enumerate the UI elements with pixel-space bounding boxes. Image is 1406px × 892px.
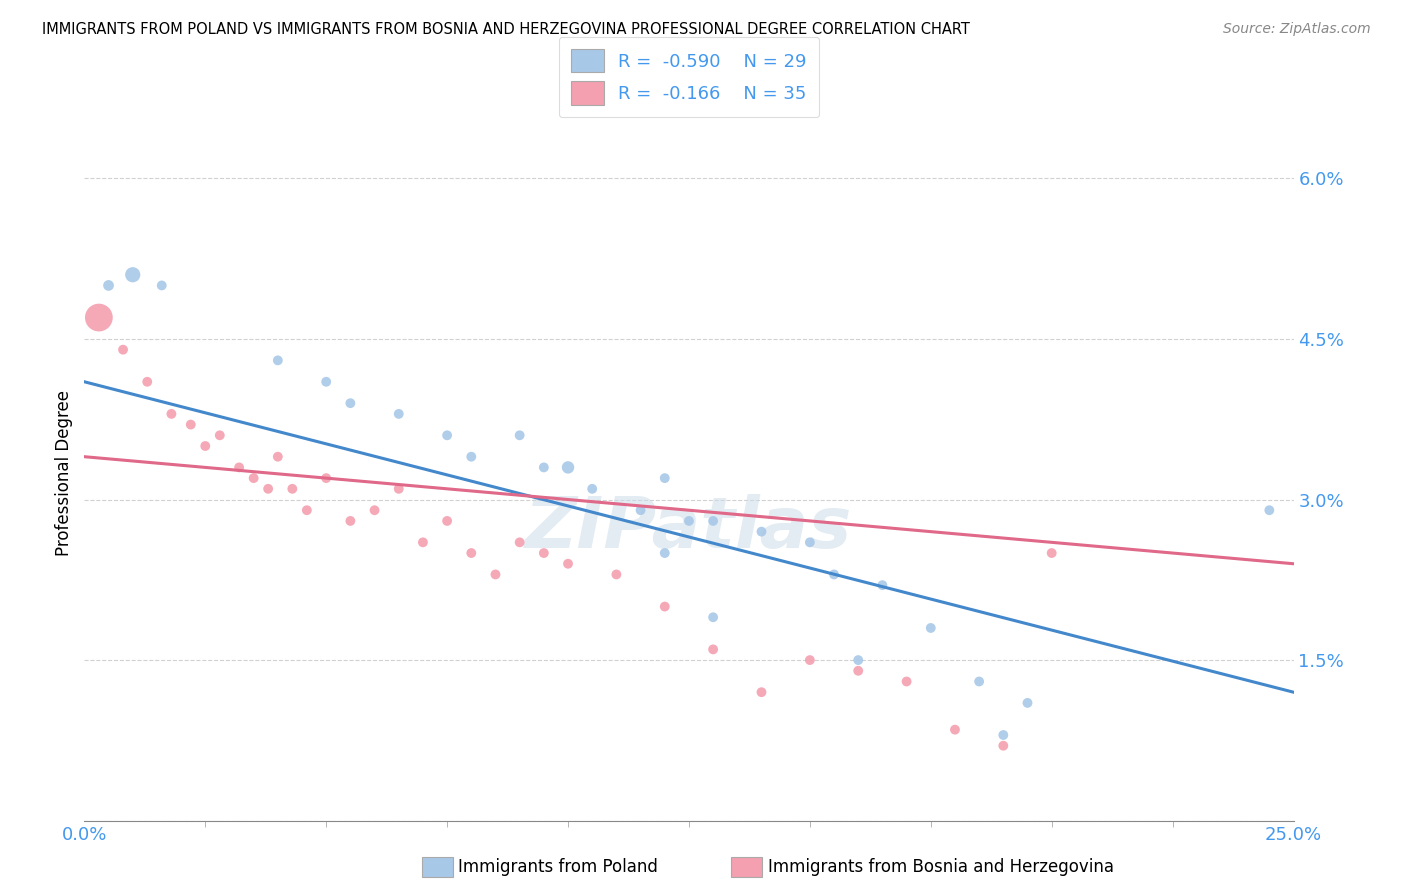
Point bbox=[846, 653, 869, 667]
Point bbox=[208, 428, 231, 442]
Point bbox=[160, 407, 183, 421]
Point bbox=[460, 546, 482, 560]
Point bbox=[194, 439, 217, 453]
Point bbox=[257, 482, 280, 496]
Point bbox=[228, 460, 250, 475]
Point bbox=[1017, 696, 1039, 710]
Legend: R =  -0.590    N = 29, R =  -0.166    N = 35: R = -0.590 N = 29, R = -0.166 N = 35 bbox=[558, 37, 820, 117]
Point bbox=[557, 460, 579, 475]
Point bbox=[87, 310, 110, 325]
Text: ZIPatlas: ZIPatlas bbox=[526, 494, 852, 563]
Point bbox=[533, 460, 555, 475]
Point bbox=[436, 428, 458, 442]
Point bbox=[1040, 546, 1063, 560]
Point bbox=[363, 503, 385, 517]
Point bbox=[967, 674, 990, 689]
Point bbox=[799, 535, 821, 549]
Point bbox=[581, 482, 603, 496]
Point bbox=[180, 417, 202, 432]
Point bbox=[823, 567, 845, 582]
Point bbox=[339, 514, 361, 528]
Point bbox=[412, 535, 434, 549]
Point bbox=[315, 375, 337, 389]
Point bbox=[654, 599, 676, 614]
Point bbox=[150, 278, 173, 293]
Point bbox=[533, 546, 555, 560]
Point bbox=[295, 503, 318, 517]
Point bbox=[242, 471, 264, 485]
Point bbox=[315, 471, 337, 485]
Point bbox=[509, 428, 531, 442]
Point bbox=[112, 343, 135, 357]
Point bbox=[799, 653, 821, 667]
Point bbox=[654, 471, 676, 485]
Point bbox=[484, 567, 506, 582]
Point bbox=[1258, 503, 1281, 517]
Text: IMMIGRANTS FROM POLAND VS IMMIGRANTS FROM BOSNIA AND HERZEGOVINA PROFESSIONAL DE: IMMIGRANTS FROM POLAND VS IMMIGRANTS FRO… bbox=[42, 22, 970, 37]
Point bbox=[436, 514, 458, 528]
Point bbox=[339, 396, 361, 410]
Point bbox=[136, 375, 159, 389]
Point bbox=[267, 353, 290, 368]
Point bbox=[993, 739, 1015, 753]
Point bbox=[557, 557, 579, 571]
Point bbox=[993, 728, 1015, 742]
Point bbox=[605, 567, 627, 582]
Point bbox=[872, 578, 894, 592]
Point bbox=[846, 664, 869, 678]
Point bbox=[654, 546, 676, 560]
Point bbox=[630, 503, 652, 517]
Point bbox=[702, 642, 724, 657]
Text: Immigrants from Poland: Immigrants from Poland bbox=[458, 858, 658, 876]
Point bbox=[388, 482, 411, 496]
Text: Immigrants from Bosnia and Herzegovina: Immigrants from Bosnia and Herzegovina bbox=[768, 858, 1114, 876]
Point bbox=[896, 674, 918, 689]
Point bbox=[281, 482, 304, 496]
Point bbox=[97, 278, 120, 293]
Text: Source: ZipAtlas.com: Source: ZipAtlas.com bbox=[1223, 22, 1371, 37]
Point bbox=[388, 407, 411, 421]
Point bbox=[267, 450, 290, 464]
Point bbox=[751, 524, 773, 539]
Point bbox=[678, 514, 700, 528]
Point bbox=[702, 514, 724, 528]
Point bbox=[460, 450, 482, 464]
Point bbox=[751, 685, 773, 699]
Point bbox=[509, 535, 531, 549]
Y-axis label: Professional Degree: Professional Degree bbox=[55, 390, 73, 556]
Point bbox=[702, 610, 724, 624]
Point bbox=[920, 621, 942, 635]
Point bbox=[943, 723, 966, 737]
Point bbox=[121, 268, 143, 282]
